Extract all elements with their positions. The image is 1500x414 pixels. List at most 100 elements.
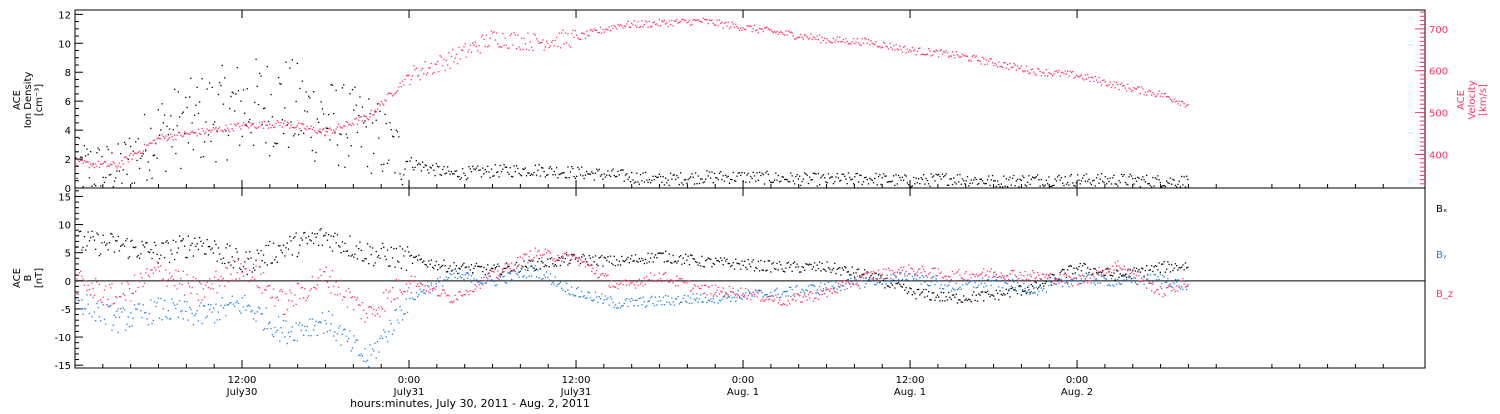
bz-point	[427, 281, 429, 283]
by-point	[309, 318, 311, 320]
bz-point	[711, 285, 713, 287]
velocity-point	[414, 69, 416, 71]
bz-point	[1173, 288, 1175, 291]
velocity-point	[720, 22, 722, 25]
bx-point	[755, 266, 757, 269]
by-point	[1027, 291, 1029, 293]
bx-point	[820, 270, 822, 272]
density-point	[1163, 185, 1165, 187]
bx-point	[1009, 296, 1011, 298]
velocity-point	[976, 60, 979, 62]
by-point	[277, 316, 280, 318]
bz-point	[380, 306, 382, 308]
density-point	[1182, 184, 1184, 186]
velocity-point	[812, 36, 815, 38]
bx-point	[639, 260, 642, 262]
bx-point	[1122, 274, 1124, 276]
velocity-point	[771, 30, 773, 33]
bz-point	[717, 286, 719, 288]
by-point	[990, 284, 992, 287]
density-point	[935, 173, 937, 175]
velocity-point	[811, 38, 813, 41]
velocity-point	[1163, 93, 1165, 95]
density-point	[835, 176, 837, 178]
bz-point	[1159, 286, 1161, 288]
density-point	[361, 106, 364, 108]
density-point	[295, 100, 297, 103]
bz-point	[643, 277, 645, 279]
by-point	[1102, 275, 1104, 277]
velocity-point	[1120, 82, 1123, 84]
density-point	[738, 172, 741, 174]
bx-point	[763, 260, 766, 263]
density-point	[404, 168, 406, 170]
density-point	[156, 157, 158, 159]
bx-point	[1084, 263, 1086, 265]
bx-point	[836, 268, 838, 270]
bx-point	[361, 260, 364, 262]
bx-point	[98, 255, 101, 257]
by-point	[141, 316, 143, 319]
by-point	[434, 280, 436, 282]
bx-point	[225, 247, 227, 249]
density-point	[187, 142, 189, 144]
density-point	[730, 178, 732, 181]
by-point	[1074, 280, 1076, 282]
bz-point	[195, 277, 197, 280]
bz-point	[890, 277, 892, 280]
bz-point	[146, 268, 148, 270]
bx-point	[786, 262, 788, 264]
velocity-point	[882, 41, 885, 44]
velocity-point	[514, 34, 516, 36]
velocity-point	[1113, 81, 1115, 83]
bx-point	[546, 265, 548, 267]
by-point	[494, 284, 496, 287]
density-point	[1110, 183, 1113, 185]
density-point	[577, 166, 579, 168]
by-point	[919, 276, 921, 279]
bx-point	[190, 244, 192, 246]
velocity-point	[195, 132, 197, 134]
by-point	[478, 281, 480, 283]
density-point	[1168, 182, 1170, 185]
bz-point	[1018, 277, 1020, 280]
bz-point	[809, 297, 811, 299]
bz-point	[819, 294, 821, 296]
density-point	[373, 152, 375, 155]
bx-point	[518, 271, 520, 273]
bz-point	[147, 274, 149, 276]
bx-point	[614, 265, 617, 267]
bz-point	[1043, 274, 1045, 276]
bz-point	[771, 299, 773, 301]
bz-point	[509, 268, 511, 270]
by-point	[215, 303, 217, 305]
bx-point	[527, 269, 529, 272]
bz-point	[874, 273, 876, 275]
bx-point	[264, 262, 266, 264]
bz-point	[265, 289, 267, 291]
bx-point	[941, 300, 944, 302]
density-point	[98, 149, 101, 151]
by-point	[514, 270, 516, 273]
bz-point	[727, 294, 729, 296]
bx-point	[1181, 266, 1183, 268]
by-point	[298, 324, 300, 326]
density-point	[867, 183, 870, 185]
velocity-point	[168, 137, 171, 139]
b-axis-title-line: B	[23, 274, 34, 281]
bx-point	[895, 282, 897, 285]
bx-point	[116, 240, 118, 242]
velocity-point	[174, 134, 176, 136]
by-point	[349, 330, 351, 332]
by-point	[703, 292, 706, 294]
density-point	[140, 157, 142, 160]
density-point	[453, 173, 455, 175]
bx-point	[275, 256, 277, 258]
velocity-point	[364, 115, 366, 117]
by-point	[538, 277, 540, 279]
by-point	[112, 324, 114, 326]
velocity-point	[1115, 81, 1118, 84]
density-point	[227, 134, 230, 137]
density-point	[1164, 185, 1166, 188]
density-point	[780, 180, 782, 182]
